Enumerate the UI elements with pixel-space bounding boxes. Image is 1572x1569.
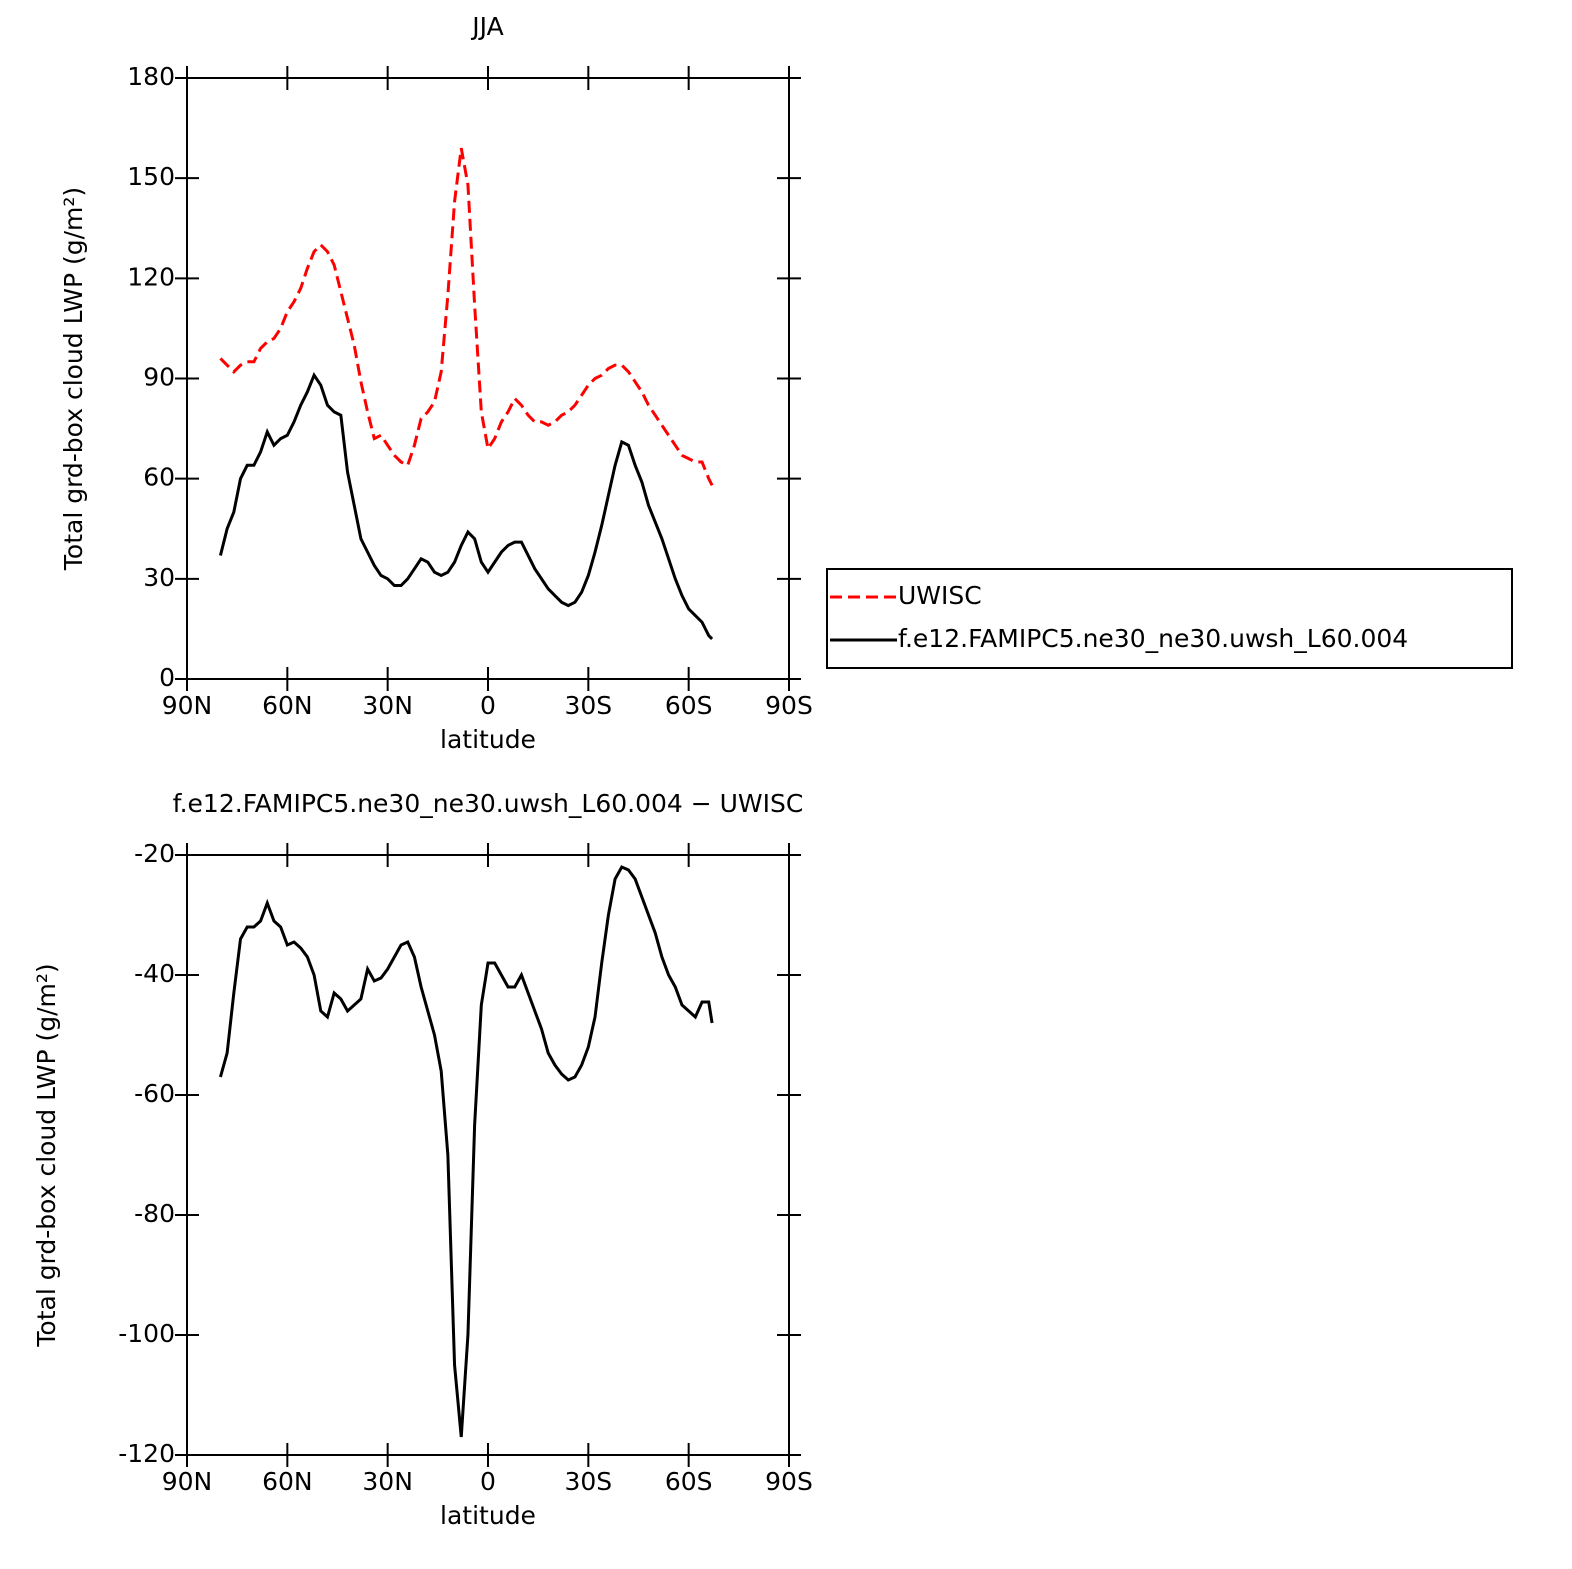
x-tick-label: 90S — [765, 1467, 813, 1496]
legend-label: UWISC — [898, 581, 982, 610]
y-tick-label: 180 — [127, 62, 175, 91]
legend-label: f.e12.FAMIPC5.ne30_ne30.uwsh_L60.004 — [898, 624, 1408, 653]
plot-frame — [186, 77, 790, 680]
x-tick-label: 90N — [162, 691, 213, 720]
chart-title: f.e12.FAMIPC5.ne30_ne30.uwsh_L60.004 − U… — [173, 789, 804, 818]
x-tick-label: 90S — [765, 691, 813, 720]
y-tick-label: -20 — [134, 839, 175, 868]
y-tick-label: -80 — [134, 1199, 175, 1228]
x-tick-label: 60N — [262, 691, 313, 720]
y-axis-label: Total grd-box cloud LWP (g/m²) — [32, 963, 61, 1347]
x-tick-label: 0 — [480, 1467, 496, 1496]
x-tick-label: 30S — [564, 691, 612, 720]
x-tick-label: 30N — [362, 691, 413, 720]
y-axis-label: Total grd-box cloud LWP (g/m²) — [59, 187, 88, 571]
x-tick-label: 30N — [362, 1467, 413, 1496]
data-line — [218, 865, 714, 1438]
y-tick-label: 60 — [143, 463, 175, 492]
y-tick-label: -120 — [118, 1439, 175, 1468]
y-tick-label: 120 — [127, 262, 175, 291]
x-tick-label: 60S — [665, 1467, 713, 1496]
data-line — [219, 147, 714, 487]
x-tick-label: 0 — [480, 691, 496, 720]
legend-box — [826, 568, 1513, 669]
y-tick-label: -60 — [134, 1079, 175, 1108]
y-tick-label: -100 — [118, 1319, 175, 1348]
y-tick-label: 0 — [159, 663, 175, 692]
x-tick-label: 30S — [564, 1467, 612, 1496]
x-tick-label: 90N — [162, 1467, 213, 1496]
x-tick-label: 60N — [262, 1467, 313, 1496]
data-line — [218, 371, 714, 640]
x-axis-label: latitude — [440, 725, 536, 754]
plot-frame — [186, 854, 790, 1456]
y-tick-label: -40 — [134, 959, 175, 988]
chart-title: JJA — [470, 12, 503, 41]
y-tick-label: 150 — [127, 162, 175, 191]
y-tick-label: 90 — [143, 363, 175, 392]
y-tick-label: 30 — [143, 563, 175, 592]
x-tick-label: 60S — [665, 691, 713, 720]
x-axis-label: latitude — [440, 1501, 536, 1530]
